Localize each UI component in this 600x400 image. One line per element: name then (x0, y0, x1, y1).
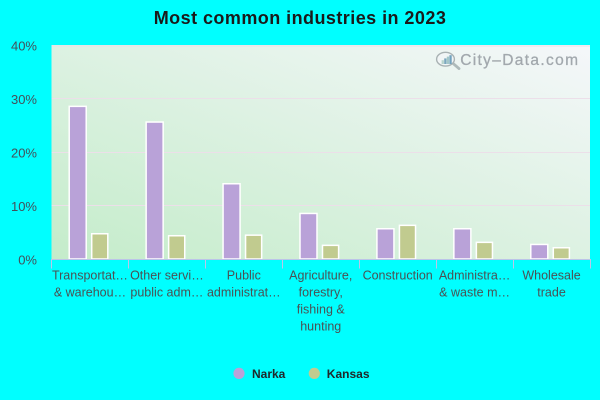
svg-text:fishing &: fishing & (297, 303, 346, 317)
svg-text:Construction: Construction (363, 269, 433, 283)
svg-text:0%: 0% (18, 253, 37, 268)
svg-text:& waste m…: & waste m… (439, 286, 510, 300)
svg-text:40%: 40% (11, 39, 37, 54)
svg-text:20%: 20% (11, 146, 37, 161)
svg-text:10%: 10% (11, 199, 37, 214)
svg-text:administrat…: administrat… (207, 286, 281, 300)
svg-text:hunting: hunting (300, 320, 341, 334)
svg-text:trade: trade (537, 286, 566, 300)
svg-text:Most common industries in 2023: Most common industries in 2023 (154, 8, 447, 28)
svg-text:& warehou…: & warehou… (54, 286, 126, 300)
svg-text:Other servi…: Other servi… (130, 269, 204, 283)
svg-text:City–Data.com: City–Data.com (460, 52, 579, 69)
svg-text:public adm…: public adm… (130, 286, 203, 300)
svg-text:Kansas: Kansas (327, 367, 370, 381)
svg-text:Administra…: Administra… (439, 269, 511, 283)
svg-text:Narka: Narka (252, 367, 286, 381)
svg-text:30%: 30% (11, 92, 37, 107)
svg-text:Public: Public (227, 269, 261, 283)
svg-text:Transportat…: Transportat… (52, 269, 128, 283)
svg-text:forestry,: forestry, (299, 286, 343, 300)
svg-text:Agriculture,: Agriculture, (289, 269, 352, 283)
svg-text:Wholesale: Wholesale (522, 269, 580, 283)
